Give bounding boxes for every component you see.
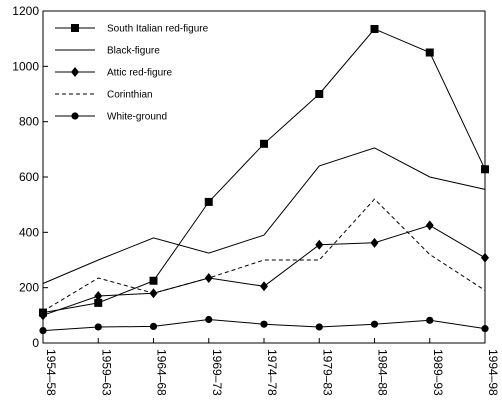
legend-label: White-ground	[107, 112, 167, 123]
y-tick-label: 800	[19, 115, 39, 129]
y-tick-label: 0	[32, 336, 39, 350]
data-point	[370, 237, 379, 248]
data-point	[260, 320, 268, 328]
data-point	[426, 316, 434, 324]
y-tick-label: 1200	[12, 4, 39, 18]
x-tick-label: 1964–68	[155, 349, 169, 396]
data-point	[204, 272, 213, 283]
x-tick-label: 1954–58	[44, 349, 58, 396]
plot-frame	[42, 10, 486, 344]
legend-label: Black-figure	[107, 46, 160, 57]
data-point	[260, 139, 268, 148]
data-point	[260, 281, 268, 292]
legend-item: Corinthian	[55, 90, 153, 101]
series-white-ground	[39, 315, 489, 335]
legend-label: Corinthian	[107, 90, 153, 101]
data-point	[315, 323, 323, 331]
y-tick-label: 1000	[12, 59, 39, 73]
data-point	[39, 326, 47, 335]
data-point	[204, 197, 213, 206]
data-point	[370, 320, 379, 328]
data-point	[481, 252, 489, 263]
data-point	[481, 325, 489, 333]
series-black-figure	[42, 147, 486, 284]
series-line	[42, 147, 486, 284]
data-point	[94, 298, 103, 307]
data-point	[481, 165, 489, 174]
legend-marker	[71, 67, 79, 77]
x-tick-label: 1994–98	[486, 349, 500, 396]
legend-label: South Italian red-figure	[107, 24, 209, 35]
legend-marker	[71, 24, 79, 32]
x-tick-label: 1974–78	[265, 349, 279, 396]
legend-item: White-ground	[55, 112, 167, 123]
data-point	[39, 310, 47, 321]
data-point	[149, 276, 158, 285]
y-tick-label: 200	[19, 281, 39, 295]
legend-marker	[71, 112, 79, 120]
series-line	[42, 224, 486, 316]
legend-label: Attic red-figure	[107, 68, 172, 79]
data-point	[94, 323, 102, 331]
data-point	[315, 90, 324, 98]
data-point	[370, 24, 379, 33]
legend-item: South Italian red-figure	[55, 24, 209, 35]
x-tick-label: 1959–63	[99, 349, 113, 396]
data-point	[94, 290, 103, 301]
legend-item: Black-figure	[55, 46, 160, 57]
x-tick-label: 1989–93	[431, 349, 445, 396]
y-tick-label: 400	[19, 225, 39, 239]
data-point	[315, 239, 324, 250]
y-tick-label: 600	[19, 170, 39, 184]
data-point	[205, 315, 213, 324]
legend-item: Attic red-figure	[55, 67, 172, 79]
series-attic-red-figure	[39, 220, 489, 321]
x-tick-label: 1984–88	[376, 349, 390, 396]
data-point	[149, 322, 158, 330]
data-point	[425, 220, 434, 231]
legend: South Italian red-figure Black-figure Atti…	[55, 24, 209, 123]
series-lines	[39, 24, 489, 335]
data-point	[425, 48, 434, 57]
axes: 0 200 400 600 800 1000 1200 1954–58 1959–63 1964–…	[12, 4, 500, 396]
x-tick-label: 1969–73	[210, 349, 224, 396]
x-tick-label: 1979–83	[320, 349, 334, 396]
